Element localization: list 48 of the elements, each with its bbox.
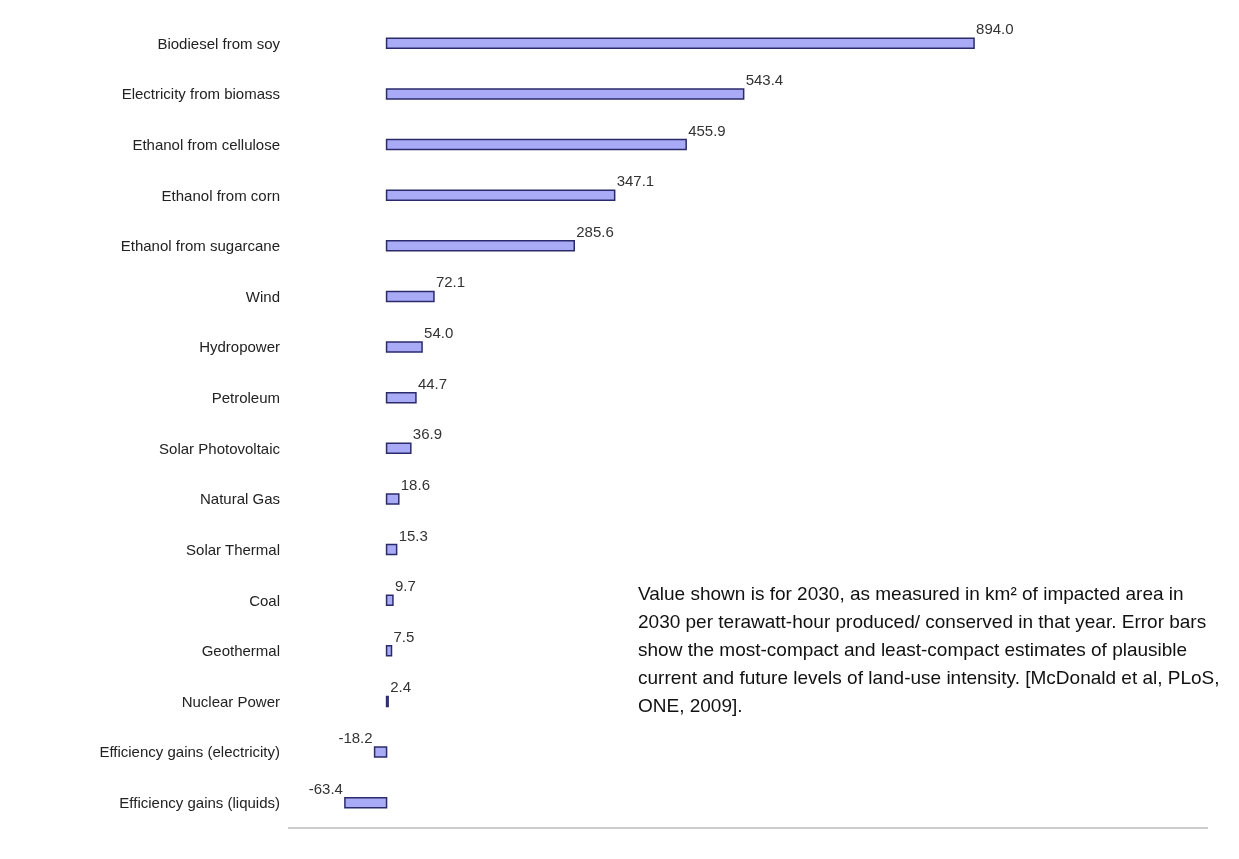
y-tick-label: Efficiency gains (electricity) (99, 743, 280, 761)
y-tick-label: Electricity from biomass (121, 85, 280, 103)
y-tick-label: Efficiency gains (liquids) (119, 794, 280, 812)
bar (385, 189, 616, 201)
data-label: 2.4 (390, 678, 412, 696)
y-tick-label: Solar Thermal (186, 540, 280, 558)
bar (385, 88, 745, 100)
data-label: 15.3 (398, 526, 428, 544)
bar (385, 290, 435, 303)
data-label: 54.0 (424, 324, 454, 341)
y-tick-label: Nuclear Power (181, 692, 280, 710)
data-label: -63.4 (308, 779, 343, 797)
data-label: 72.1 (435, 273, 466, 291)
data-label: 543.4 (745, 70, 784, 88)
data-label: 285.6 (576, 222, 614, 240)
bar (385, 138, 687, 151)
y-tick-label: Ethanol from corn (161, 186, 280, 204)
data-label: 44.7 (417, 374, 448, 392)
bar (385, 240, 575, 252)
y-tick-label: Natural Gas (199, 490, 280, 508)
bar (344, 796, 388, 809)
annotation: Value shown is for 2030, as measured in km² of impacted area in 2030 per terawatt-hour produced/ conserved in that year. Error bars show the most-compact and least-compact estimates of plausible current and future levels of land-use intensity. [McDonald et al, PLoS, ONE, 2009]. (638, 580, 1228, 720)
data-label: 36.9 (412, 425, 443, 443)
data-label: 894.0 (976, 20, 1014, 38)
bar (385, 442, 412, 454)
data-label: -18.2 (338, 729, 373, 746)
y-tick-label: Coal (249, 591, 280, 609)
bar (385, 341, 423, 353)
y-tick-label: Hydropower (199, 338, 280, 356)
data-label: 7.5 (393, 627, 415, 645)
bar (385, 37, 975, 49)
bar (385, 391, 417, 404)
bar (385, 645, 393, 657)
y-tick-label: Ethanol from cellulose (132, 135, 280, 153)
y-tick-label: Wind (245, 287, 280, 305)
y-tick-label: Biodiesel from soy (157, 34, 281, 52)
y-tick-label: Geothermal (201, 642, 280, 660)
data-label: 455.9 (688, 121, 726, 139)
bar (385, 493, 400, 505)
bar (385, 543, 398, 556)
bar (385, 594, 394, 606)
data-label: 18.6 (400, 475, 430, 493)
data-label: 9.7 (394, 577, 416, 595)
data-label: 347.1 (616, 172, 655, 190)
y-tick-label: Solar Photovoltaic (159, 439, 281, 457)
bar (373, 746, 388, 758)
y-tick-label: Petroleum (211, 389, 280, 407)
y-tick-label: Ethanol from sugarcane (120, 237, 280, 255)
